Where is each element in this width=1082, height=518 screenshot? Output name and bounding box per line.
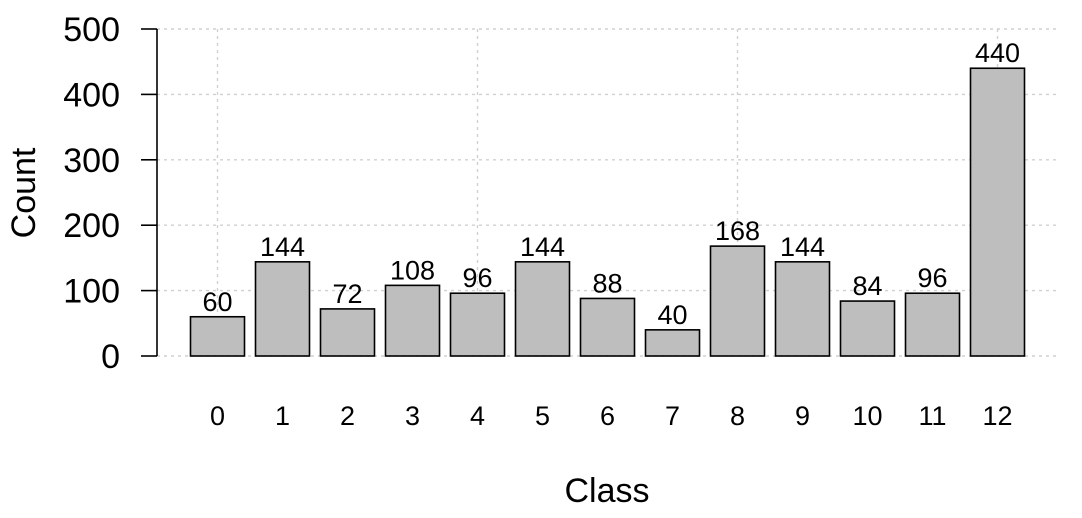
bar-5 [514, 261, 571, 357]
x-tick-label-6: 6 [600, 401, 615, 431]
bar-6 [579, 297, 636, 357]
bar-3 [384, 284, 441, 357]
data-label-2: 72 [332, 279, 362, 309]
x-tick-label-0: 0 [210, 401, 225, 431]
y-tick-label-200: 200 [63, 207, 120, 245]
bar-9 [774, 261, 831, 357]
x-tick-label-8: 8 [730, 401, 745, 431]
bar-7 [644, 329, 701, 357]
x-tick-label-2: 2 [340, 401, 355, 431]
bar-10 [839, 300, 896, 357]
data-label-6: 88 [592, 268, 622, 298]
bar-0 [189, 315, 246, 357]
data-labels: 60 144 72 108 96 144 88 40 168 144 84 96 440 [202, 38, 1020, 330]
y-tick-label-0: 0 [101, 338, 120, 376]
y-axis-title: Count [5, 147, 43, 238]
x-tick-label-4: 4 [470, 401, 485, 431]
y-tick-label-100: 100 [63, 273, 120, 311]
x-axis-title: Class [564, 472, 649, 510]
x-axis: 0 1 2 3 4 5 6 7 8 9 10 11 12 [210, 401, 1013, 431]
data-label-0: 60 [202, 287, 232, 317]
data-label-10: 84 [852, 271, 882, 301]
data-label-5: 144 [520, 232, 565, 262]
x-tick-label-11: 11 [918, 401, 946, 431]
data-label-9: 144 [780, 232, 825, 262]
x-tick-label-1: 1 [275, 401, 290, 431]
data-label-4: 96 [462, 263, 492, 293]
bar-8 [709, 245, 766, 357]
bar-12 [969, 67, 1026, 357]
bar-11 [904, 292, 961, 357]
y-axis: 0 100 200 300 400 500 [63, 11, 158, 376]
bars [189, 67, 1026, 357]
data-label-1: 144 [260, 232, 305, 262]
data-label-3: 108 [390, 255, 435, 285]
data-label-12: 440 [975, 38, 1020, 68]
x-tick-label-12: 12 [982, 401, 1012, 431]
x-tick-label-10: 10 [852, 401, 882, 431]
x-tick-label-7: 7 [665, 401, 680, 431]
data-label-7: 40 [657, 300, 687, 330]
data-label-8: 168 [715, 216, 760, 246]
y-tick-label-400: 400 [63, 76, 120, 114]
data-label-11: 96 [917, 263, 947, 293]
y-tick-label-300: 300 [63, 142, 120, 180]
bar-2 [319, 308, 376, 357]
x-tick-label-3: 3 [405, 401, 420, 431]
bar-1 [254, 261, 311, 357]
x-tick-label-5: 5 [535, 401, 550, 431]
bar-4 [449, 292, 506, 357]
y-tick-label-500: 500 [63, 11, 120, 49]
x-tick-label-9: 9 [795, 401, 810, 431]
